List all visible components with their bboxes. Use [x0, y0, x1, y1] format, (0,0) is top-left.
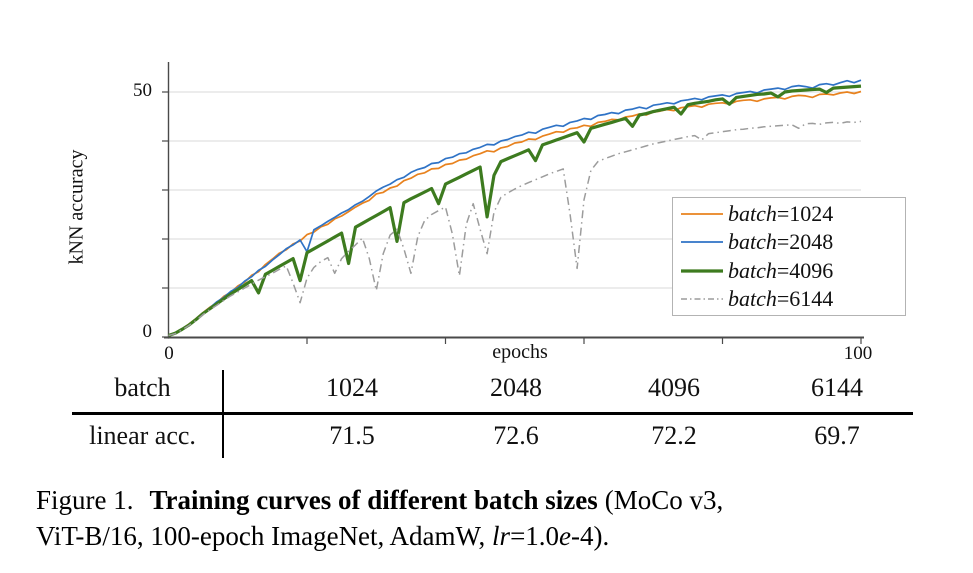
- table-cell-acc-4096: 72.2: [651, 421, 697, 450]
- legend-line-sample-1024: [681, 213, 723, 215]
- table-header-linear-acc: linear acc.: [89, 421, 196, 450]
- legend-line-sample-4096: [681, 269, 723, 273]
- y-tick-label-50: 50: [133, 80, 152, 101]
- x-tick-label-100: 100: [843, 343, 873, 364]
- table-cell-batch-4096: 4096: [648, 373, 700, 402]
- table-horizontal-rule: [72, 412, 913, 415]
- curve-batch=4096: [167, 84, 862, 338]
- legend-line-sample-6144: [681, 298, 723, 300]
- caption-line-2: ViT-B/16, 100-epoch ImageNet, AdamW, lr=1…: [36, 521, 610, 551]
- legend-box: batch=1024 batch=2048 batch=4096 batch=6…: [672, 197, 906, 316]
- curve-batch=6144: [168, 120, 862, 337]
- legend-label: batch=4096: [728, 257, 834, 283]
- y-axis-label: kNN accuracy: [65, 149, 88, 265]
- table-cell-batch-1024: 1024: [326, 373, 378, 402]
- legend-line-sample-2048: [681, 241, 723, 244]
- legend-label: batch=1024: [728, 201, 834, 227]
- table-cell-batch-2048: 2048: [490, 373, 542, 402]
- table-cell-acc-6144: 69.7: [814, 421, 860, 450]
- legend-item-batch-2048: batch=2048: [680, 229, 905, 256]
- legend-item-batch-1024: batch=1024: [680, 201, 905, 228]
- legend-label: batch=6144: [728, 285, 834, 311]
- table-cell-batch-6144: 6144: [811, 373, 863, 402]
- x-tick-label-0: 0: [164, 343, 174, 364]
- table-header-batch: batch: [114, 373, 171, 402]
- table-cell-acc-2048: 72.6: [493, 421, 539, 450]
- curve-batch=2048: [168, 79, 862, 337]
- legend-item-batch-4096: batch=4096: [680, 257, 905, 284]
- legend-item-batch-6144: batch=6144: [680, 285, 905, 312]
- figure-caption: Figure 1. Training curves of different ba…: [36, 482, 951, 554]
- legend-label: batch=2048: [728, 229, 834, 255]
- caption-line-1: Figure 1. Training curves of different ba…: [36, 485, 724, 515]
- x-axis-label: epochs: [492, 341, 548, 363]
- y-tick-label-0: 0: [142, 321, 153, 342]
- table-vertical-rule: [222, 370, 224, 458]
- table-cell-acc-1024: 71.5: [329, 421, 375, 450]
